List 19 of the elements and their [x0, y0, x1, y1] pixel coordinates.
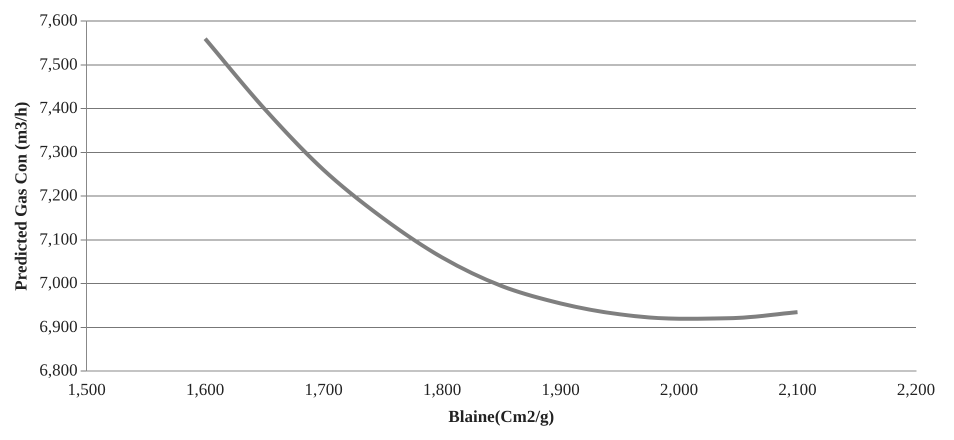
x-tick-label: 1,900: [541, 380, 580, 399]
y-axis-title: Predicted Gas Con (m3/h): [12, 102, 31, 291]
y-tick-label: 7,600: [39, 10, 78, 30]
y-tick-label: 6,900: [39, 316, 78, 336]
x-tick-label: 1,500: [68, 380, 106, 399]
x-axis-title: Blaine(Cm2/g): [448, 407, 554, 426]
y-tick-label: 7,500: [39, 54, 78, 74]
y-tick-label: 7,300: [39, 142, 78, 161]
y-tick-label: 7,100: [39, 229, 78, 248]
x-tick-label: 2,200: [896, 380, 936, 399]
y-tick-label: 7,200: [39, 186, 78, 205]
y-tick-label: 7,000: [39, 273, 78, 292]
x-tick-label: 1,700: [304, 380, 343, 399]
x-tick-label: 1,600: [186, 380, 224, 399]
y-tick-label: 6,800: [39, 360, 78, 380]
x-tick-label: 1,800: [422, 380, 462, 399]
x-tick-label: 2,100: [778, 380, 817, 399]
x-tick-label: 2,000: [660, 380, 698, 399]
y-tick-label: 7,400: [39, 98, 78, 118]
